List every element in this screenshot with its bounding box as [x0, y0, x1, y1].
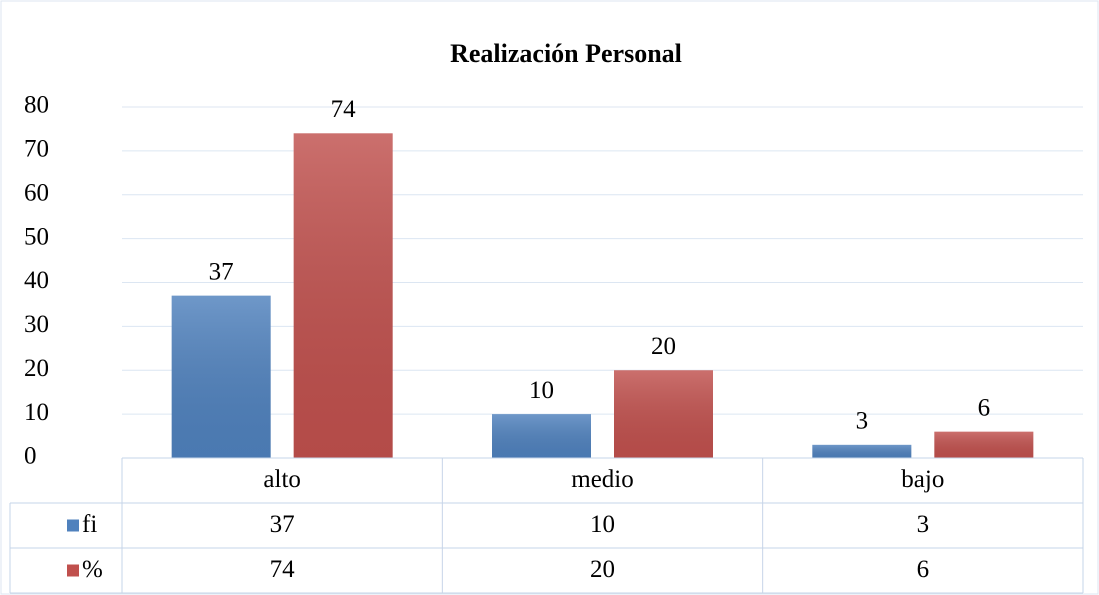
y-tick-label: 10 [24, 399, 49, 426]
table-value: 3 [917, 511, 930, 538]
bar-sheen [171, 295, 271, 458]
bar-sheen [492, 414, 591, 458]
y-tick-label: 40 [24, 267, 49, 294]
bar-sheen [614, 370, 713, 458]
x-tick-label: bajo [901, 466, 944, 493]
y-tick-label: 50 [24, 223, 49, 250]
data-label: 74 [331, 96, 357, 123]
y-tick-label: 70 [24, 136, 49, 163]
table-value: 6 [917, 556, 930, 583]
data-label: 6 [978, 394, 991, 421]
y-tick-label: 60 [24, 179, 49, 206]
bar-sheen [934, 431, 1034, 458]
chart-title: Realización Personal [450, 39, 682, 68]
table-value: 74 [270, 556, 296, 583]
y-tick-label: 0 [24, 443, 37, 470]
legend-label: % [82, 556, 103, 583]
y-tick-label: 80 [24, 92, 49, 119]
data-label: 20 [651, 333, 676, 360]
legend-key [67, 519, 79, 532]
table-value: 20 [590, 556, 615, 583]
x-tick-label: alto [263, 466, 301, 493]
y-tick-label: 30 [24, 311, 49, 338]
legend-key [67, 564, 79, 577]
y-tick-label: 20 [24, 355, 49, 382]
data-label: 37 [209, 258, 234, 285]
x-tick-label: medio [571, 466, 634, 493]
bar-sheen [293, 133, 393, 458]
table-value: 10 [590, 511, 615, 538]
table-value: 37 [270, 511, 295, 538]
data-label: 10 [529, 377, 554, 404]
legend-label: fi [82, 511, 97, 538]
data-label: 3 [856, 408, 869, 435]
bar-sheen [812, 444, 912, 458]
